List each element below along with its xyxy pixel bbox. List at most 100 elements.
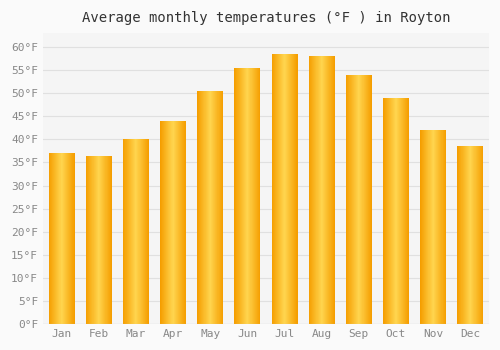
- Bar: [273, 54, 274, 324]
- Bar: [99, 155, 100, 324]
- Bar: [178, 121, 179, 324]
- Bar: [109, 155, 110, 324]
- Bar: [58, 153, 59, 324]
- Bar: [216, 91, 217, 324]
- Bar: [394, 98, 395, 324]
- Bar: [73, 153, 74, 324]
- Bar: [430, 130, 431, 324]
- Bar: [254, 68, 255, 324]
- Bar: [408, 98, 409, 324]
- Bar: [60, 153, 61, 324]
- Bar: [252, 68, 253, 324]
- Bar: [246, 68, 247, 324]
- Bar: [133, 139, 134, 324]
- Bar: [313, 56, 314, 324]
- Bar: [356, 75, 358, 324]
- Bar: [472, 146, 473, 324]
- Bar: [293, 54, 294, 324]
- Bar: [386, 98, 387, 324]
- Bar: [237, 68, 238, 324]
- Bar: [272, 54, 273, 324]
- Bar: [139, 139, 140, 324]
- Bar: [396, 98, 397, 324]
- Bar: [482, 146, 483, 324]
- Bar: [284, 54, 285, 324]
- Bar: [295, 54, 296, 324]
- Bar: [95, 155, 96, 324]
- Bar: [321, 56, 322, 324]
- Bar: [238, 68, 239, 324]
- Bar: [92, 155, 93, 324]
- Bar: [147, 139, 148, 324]
- Bar: [163, 121, 164, 324]
- Bar: [111, 155, 112, 324]
- Bar: [406, 98, 407, 324]
- Bar: [392, 98, 393, 324]
- Bar: [397, 98, 398, 324]
- Bar: [468, 146, 469, 324]
- Bar: [371, 75, 372, 324]
- Bar: [439, 130, 440, 324]
- Bar: [93, 155, 94, 324]
- Bar: [71, 153, 72, 324]
- Bar: [161, 121, 162, 324]
- Bar: [460, 146, 461, 324]
- Bar: [145, 139, 146, 324]
- Bar: [282, 54, 283, 324]
- Bar: [72, 153, 73, 324]
- Bar: [278, 54, 279, 324]
- Bar: [205, 91, 206, 324]
- Bar: [274, 54, 275, 324]
- Bar: [367, 75, 368, 324]
- Bar: [291, 54, 292, 324]
- Bar: [425, 130, 426, 324]
- Bar: [314, 56, 315, 324]
- Bar: [279, 54, 280, 324]
- Bar: [402, 98, 403, 324]
- Bar: [180, 121, 181, 324]
- Bar: [360, 75, 361, 324]
- Bar: [219, 91, 220, 324]
- Bar: [325, 56, 326, 324]
- Bar: [466, 146, 467, 324]
- Bar: [176, 121, 177, 324]
- Bar: [167, 121, 168, 324]
- Bar: [331, 56, 332, 324]
- Bar: [184, 121, 185, 324]
- Bar: [403, 98, 404, 324]
- Bar: [236, 68, 237, 324]
- Bar: [177, 121, 178, 324]
- Bar: [255, 68, 256, 324]
- Bar: [172, 121, 173, 324]
- Bar: [214, 91, 215, 324]
- Bar: [445, 130, 446, 324]
- Bar: [104, 155, 105, 324]
- Bar: [128, 139, 129, 324]
- Bar: [326, 56, 327, 324]
- Bar: [422, 130, 424, 324]
- Bar: [421, 130, 422, 324]
- Bar: [259, 68, 260, 324]
- Bar: [62, 153, 63, 324]
- Bar: [393, 98, 394, 324]
- Bar: [441, 130, 442, 324]
- Bar: [212, 91, 213, 324]
- Bar: [59, 153, 60, 324]
- Bar: [283, 54, 284, 324]
- Bar: [461, 146, 462, 324]
- Bar: [209, 91, 210, 324]
- Bar: [102, 155, 103, 324]
- Bar: [61, 153, 62, 324]
- Bar: [354, 75, 355, 324]
- Bar: [308, 56, 309, 324]
- Bar: [185, 121, 186, 324]
- Bar: [400, 98, 401, 324]
- Bar: [144, 139, 145, 324]
- Bar: [319, 56, 320, 324]
- Bar: [285, 54, 286, 324]
- Bar: [316, 56, 317, 324]
- Bar: [333, 56, 334, 324]
- Bar: [239, 68, 240, 324]
- Bar: [48, 153, 49, 324]
- Bar: [49, 153, 50, 324]
